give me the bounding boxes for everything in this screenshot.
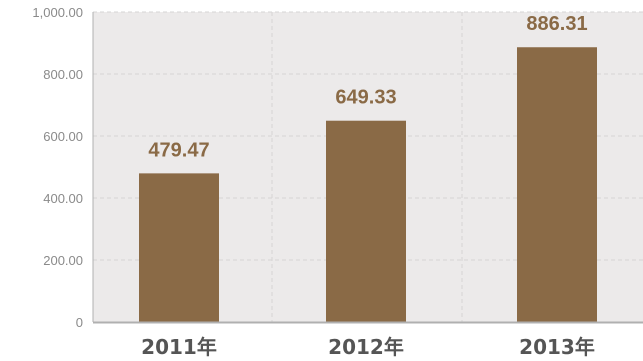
y-tick-label: 1,000.00 (32, 5, 83, 20)
x-tick-label-2: 2012年 (328, 335, 404, 359)
y-tick-label: 600.00 (43, 129, 83, 144)
x-axis-labels: 2011年 2012年 2013年 (141, 335, 595, 359)
y-tick-label: 800.00 (43, 67, 83, 82)
y-tick-label: 0 (76, 315, 83, 330)
x-tick-label-3: 2013年 (519, 335, 595, 359)
bar-2 (326, 120, 406, 322)
bar-3 (517, 47, 597, 323)
y-tick-label: 400.00 (43, 191, 83, 206)
data-label-3: 886.31 (526, 13, 587, 35)
y-axis: 0 200.00 400.00 600.00 800.00 1,000.00 (32, 5, 94, 330)
data-label-1: 479.47 (148, 139, 209, 161)
data-label-2: 649.33 (335, 87, 396, 109)
data-labels: 479.47 649.33 886.31 (148, 13, 587, 161)
bars (139, 47, 597, 323)
bar-1 (139, 173, 219, 322)
y-tick-label: 200.00 (43, 253, 83, 268)
x-tick-label-1: 2011年 (141, 335, 217, 359)
